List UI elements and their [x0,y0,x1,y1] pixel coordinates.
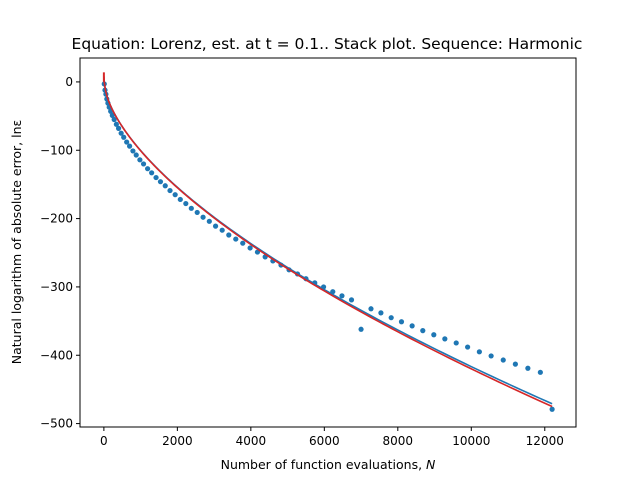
data-point [172,192,178,198]
data-point [233,236,239,242]
data-point [212,223,219,229]
x-axis-label-text: Number of function evaluations, [221,457,426,472]
data-point [453,340,459,346]
data-point [145,166,151,172]
data-point [183,200,189,207]
data-point [488,353,494,359]
data-point [388,315,394,321]
data-point [219,227,225,233]
y-tick-label: −400 [40,348,73,362]
y-tick-label: −300 [40,280,73,294]
x-tick-label: 8000 [383,434,414,448]
data-point [124,139,130,145]
data-point [113,121,119,127]
data-point [188,205,194,211]
data-point [320,284,327,290]
data-point [409,323,415,329]
plot-area [101,72,555,412]
data-point [240,240,246,246]
x-tick-label: 10000 [452,434,490,448]
data-point [140,161,147,167]
x-tick-label: 0 [100,434,108,448]
data-point [549,406,555,412]
data-point [512,361,518,367]
y-axis-label: Natural logarithm of absolute error, lnε [9,120,24,364]
data-point [200,214,206,220]
fit-line-blue [103,76,553,405]
data-point [127,143,133,149]
data-point [378,310,384,316]
data-point [368,306,374,312]
y-axis: 0 −100 −200 −300 −400 −500 [40,75,80,431]
data-point [339,293,345,299]
y-tick-label: −200 [40,212,73,226]
y-tick-label: −500 [40,417,73,431]
chart-title: Equation: Lorenz, est. at t = 0.1.. Stac… [72,35,583,53]
x-tick-label: 2000 [162,434,193,448]
data-point [431,332,437,338]
x-tick-label: 6000 [309,434,340,448]
data-point [465,344,471,350]
data-point [194,209,200,216]
x-axis: 0 2000 4000 6000 8000 10000 12000 [100,427,564,448]
data-point [121,134,127,140]
data-point [226,232,232,238]
data-point [398,319,405,325]
data-point [525,365,531,371]
data-point [476,349,482,355]
data-point [162,183,168,189]
x-axis-label-var: N [426,457,436,472]
data-point [358,326,364,332]
y-tick-label: 0 [65,75,73,89]
data-point [247,245,253,251]
data-point [442,336,448,342]
fit-line-red [103,76,553,408]
data-point [330,289,336,295]
data-point [109,112,115,118]
data-point [111,116,117,123]
data-point [206,218,212,224]
x-axis-label: Number of function evaluations, N [221,457,436,472]
data-point [149,170,155,176]
data-point [167,187,173,194]
data-point [137,157,143,163]
data-point [130,148,136,154]
y-tick-label: −100 [40,143,73,157]
x-tick-label: 4000 [236,434,267,448]
data-point [177,196,183,203]
data-point [118,130,124,136]
data-point [115,125,122,131]
x-tick-label: 12000 [526,434,564,448]
data-point [500,357,506,363]
data-point [157,179,164,185]
data-point [537,369,543,375]
data-point [348,297,355,303]
data-point [153,174,159,181]
data-point [133,152,139,158]
axes-frame [79,57,577,428]
data-point [420,328,426,334]
